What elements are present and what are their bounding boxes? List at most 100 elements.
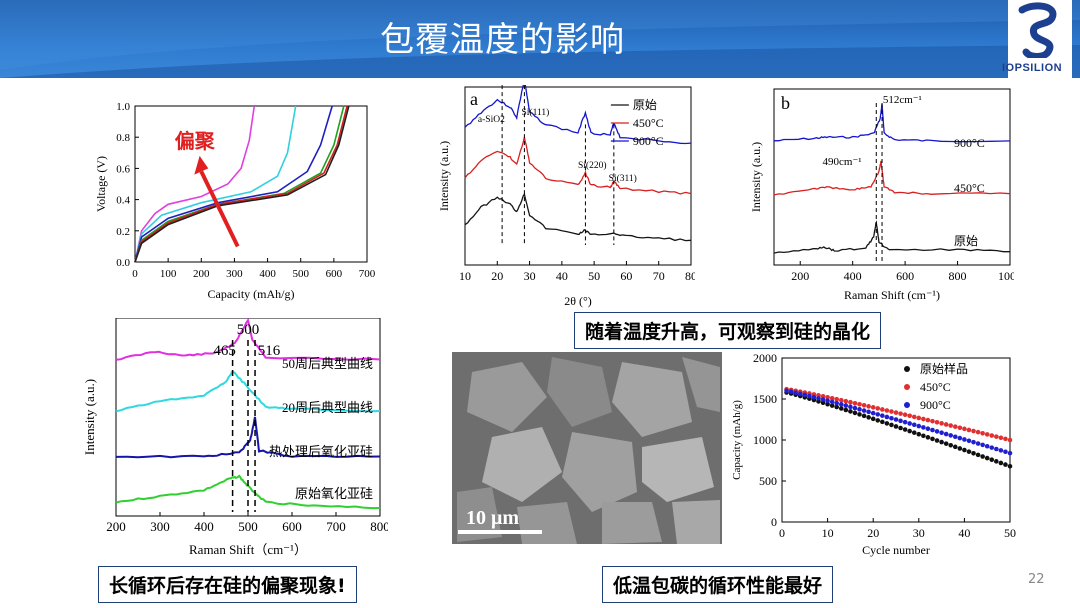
data-point-原始样品 xyxy=(998,460,1004,466)
x-tick-label: 700 xyxy=(326,519,346,534)
x-tick-label: 300 xyxy=(226,268,243,280)
y-tick-label: 1.0 xyxy=(116,101,130,113)
legend-label: 原始样品 xyxy=(920,361,968,376)
data-point-原始样品 xyxy=(980,454,985,459)
data-point-450°C xyxy=(962,426,967,432)
data-point-900°C xyxy=(948,433,954,438)
series-label: 原始 xyxy=(954,234,978,248)
x-tick-label: 500 xyxy=(292,268,309,280)
x-tick-label: 40 xyxy=(958,526,970,540)
data-point-450°C xyxy=(916,415,922,421)
caption-cycling: 低温包碳的循环性能最好 xyxy=(602,566,834,603)
data-point-原始样品 xyxy=(875,418,881,423)
x-tick-label: 10 xyxy=(459,269,471,283)
data-point-450°C xyxy=(880,407,885,412)
sem-image: 10 μm xyxy=(452,352,722,544)
data-point-450°C xyxy=(848,399,853,405)
data-point-900°C xyxy=(980,442,985,448)
data-point-原始样品 xyxy=(930,436,935,442)
voltage-capacity-chart: 0 100 200 300 400 500 600 700 0.0 0.2 0.4 0.6 0.8 1.0… xyxy=(94,101,376,301)
data-point-原始样品 xyxy=(948,442,954,448)
data-point-900°C xyxy=(952,434,958,440)
data-point-450°C xyxy=(952,424,958,429)
series-line-green xyxy=(134,105,345,263)
legend-label: 900°C xyxy=(633,134,664,148)
x-axis-label: Cycle number xyxy=(862,543,930,557)
x-tick-label: 20 xyxy=(491,269,503,283)
data-point-原始样品 xyxy=(838,406,844,411)
sem-scale-bar xyxy=(458,530,542,534)
page-number: 22 xyxy=(1028,572,1045,587)
data-point-450°C xyxy=(984,432,990,437)
peak-label: Si(111) xyxy=(522,107,550,118)
series-label: 热处理后氧化亚硅 xyxy=(269,444,373,459)
x-axis-label: Capacity (mAh/g) xyxy=(208,287,295,301)
x-tick-label: 300 xyxy=(150,519,170,534)
data-point-原始样品 xyxy=(934,438,940,443)
data-point-450°C xyxy=(934,419,940,425)
data-point-900°C xyxy=(934,429,940,434)
peak-label: 516 xyxy=(258,343,281,359)
segregation-arrow xyxy=(199,170,240,248)
y-tick-label: 500 xyxy=(759,474,777,488)
data-point-900°C xyxy=(907,421,912,426)
y-tick-label: 0.2 xyxy=(116,226,130,238)
y-tick-label: 2000 xyxy=(753,351,777,365)
logo-text: IOPSILION xyxy=(1002,62,1063,74)
data-point-原始样品 xyxy=(893,424,899,429)
y-tick-label: 0.6 xyxy=(116,163,130,175)
peak-label: Si(311) xyxy=(609,173,637,184)
series-label: 50周后典型曲线 xyxy=(282,356,373,371)
series-label: 900°C xyxy=(954,136,985,150)
series-line-原始 xyxy=(464,192,692,242)
peak-label: a-SiO2 xyxy=(478,115,505,125)
data-point-原始样品 xyxy=(861,413,867,419)
series-line-magenta xyxy=(134,105,256,263)
x-axis-label: Raman Shift（cm⁻¹） xyxy=(189,542,307,557)
data-point-450°C xyxy=(857,401,862,407)
data-point-450°C xyxy=(971,428,976,434)
data-point-900°C xyxy=(989,445,995,450)
data-point-900°C xyxy=(834,400,840,406)
x-tick-label: 80 xyxy=(685,269,695,283)
series-line-原始 xyxy=(773,220,1010,254)
data-point-900°C xyxy=(852,405,858,411)
legend-marker xyxy=(904,366,910,372)
data-point-450°C xyxy=(975,429,981,435)
data-point-900°C xyxy=(898,418,903,424)
x-tick-label: 70 xyxy=(653,269,665,283)
data-point-450°C xyxy=(957,425,963,431)
data-point-450°C xyxy=(852,400,858,406)
data-point-900°C xyxy=(884,414,890,420)
data-point-原始样品 xyxy=(925,435,931,440)
y-axis-label: Intensity (a.u.) xyxy=(437,141,451,211)
data-point-原始样品 xyxy=(907,428,912,434)
raman-cycled-chart: 200 300 400 500 600 700 800 Raman Shift（cm⁻¹） In… xyxy=(82,318,388,557)
data-point-900°C xyxy=(957,435,963,441)
data-point-原始样品 xyxy=(916,431,922,437)
x-tick-label: 200 xyxy=(791,269,809,283)
caption-crystallization: 随着温度升高，可观察到硅的晶化 xyxy=(574,312,882,349)
data-point-原始样品 xyxy=(989,457,995,463)
x-tick-label: 200 xyxy=(106,519,126,534)
x-tick-label: 400 xyxy=(844,269,862,283)
series-label: 450°C xyxy=(954,181,985,195)
data-point-900°C xyxy=(802,392,808,398)
data-point-450°C xyxy=(889,409,894,414)
data-point-900°C xyxy=(870,410,876,416)
x-tick-label: 600 xyxy=(282,519,302,534)
data-point-原始样品 xyxy=(984,455,990,461)
data-point-900°C xyxy=(975,441,981,446)
data-point-450°C xyxy=(866,404,871,409)
peak-annotation: 512cm⁻¹ xyxy=(883,94,922,106)
y-tick-label: 0.0 xyxy=(116,257,130,269)
data-point-900°C xyxy=(893,417,899,422)
y-tick-label: 1500 xyxy=(753,392,777,406)
data-point-900°C xyxy=(793,390,798,396)
data-point-450°C xyxy=(989,433,995,438)
x-tick-label: 800 xyxy=(949,269,967,283)
data-point-原始样品 xyxy=(975,452,981,458)
x-tick-label: 700 xyxy=(359,268,376,280)
data-point-450°C xyxy=(870,405,876,410)
x-tick-label: 0 xyxy=(779,526,785,540)
